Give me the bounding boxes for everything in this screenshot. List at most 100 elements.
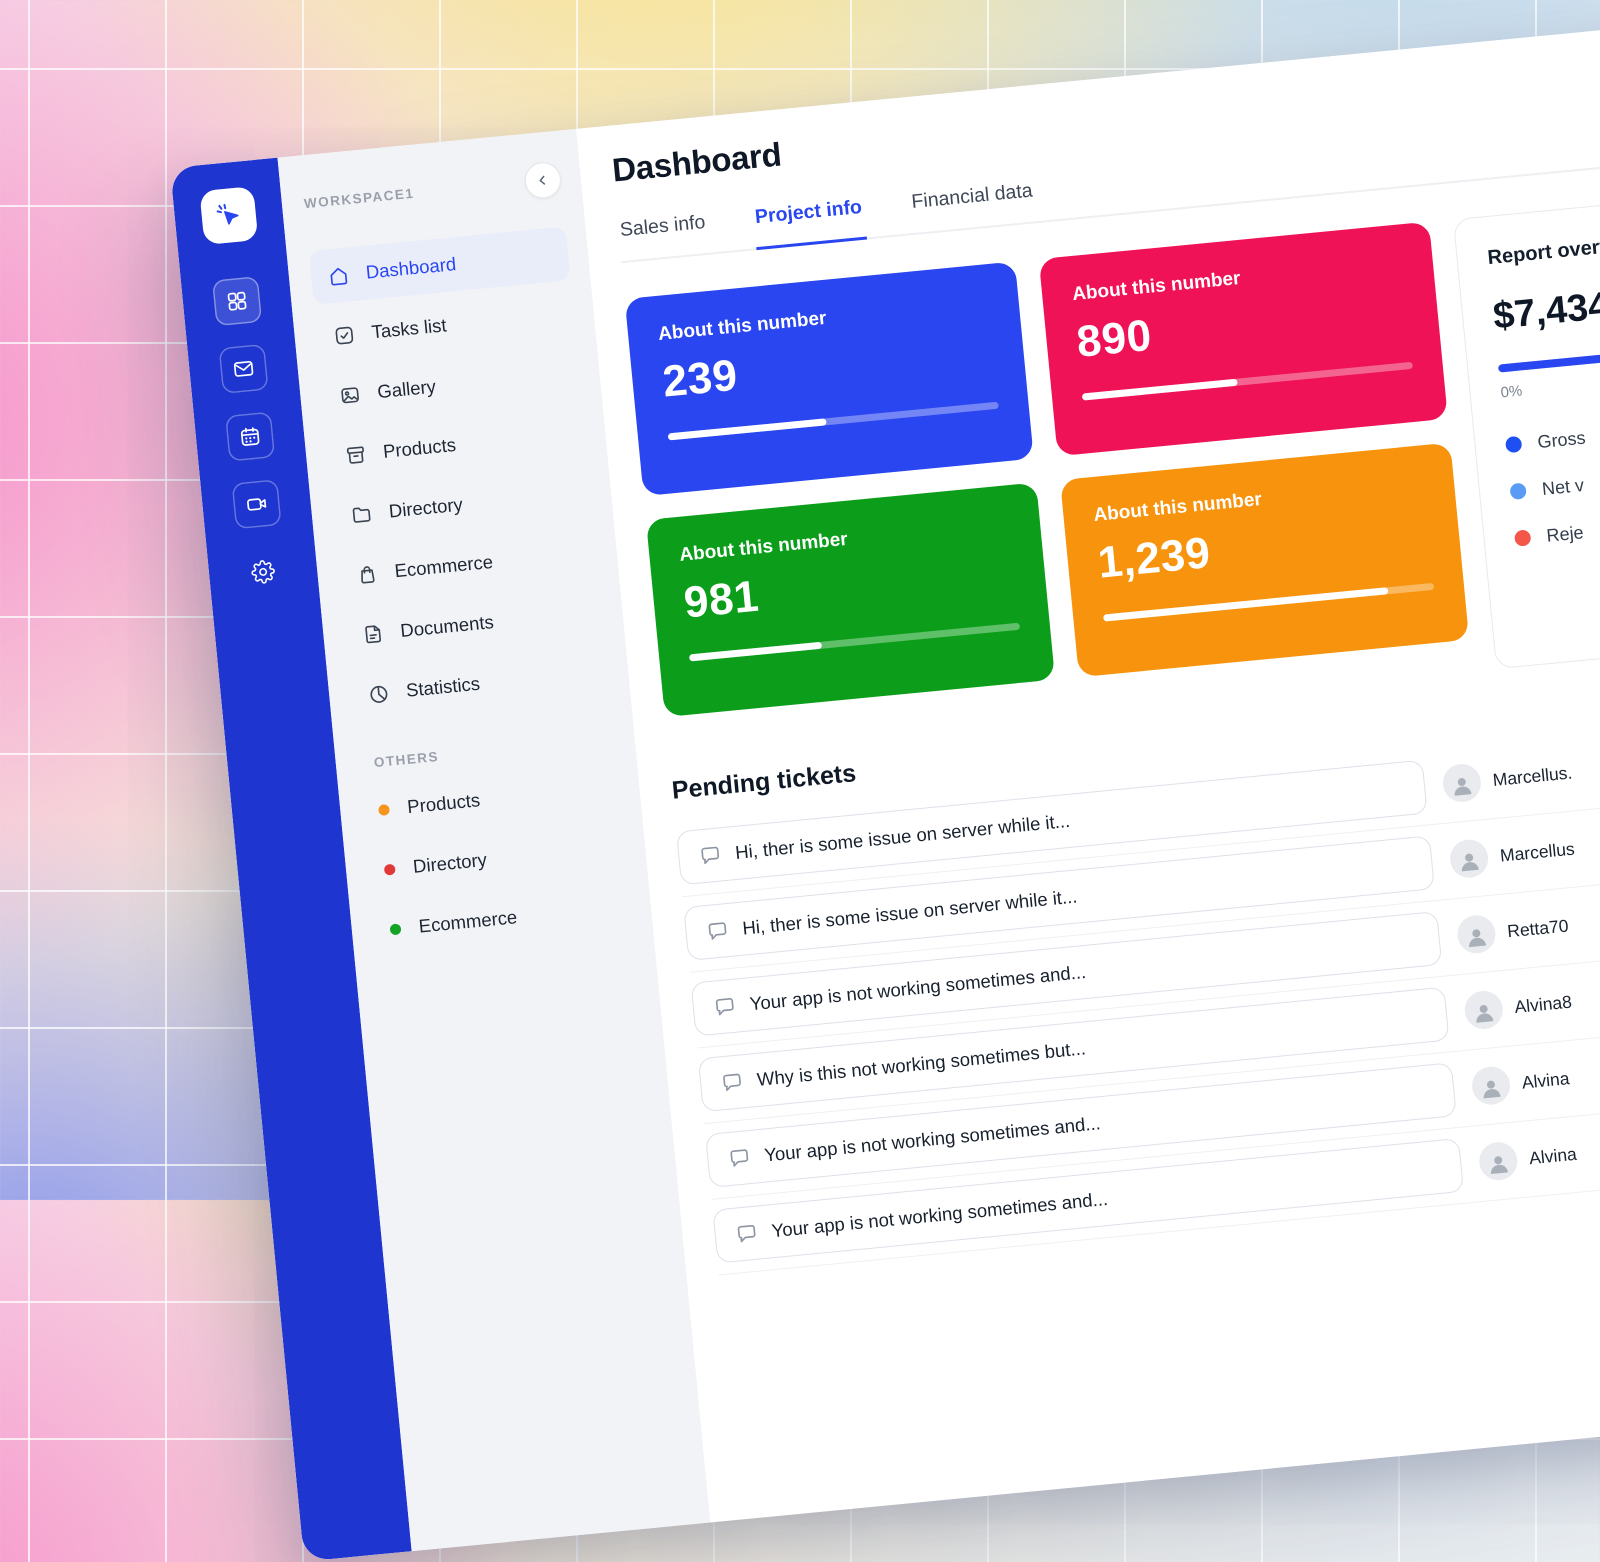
sidebar-item-label: Tasks list <box>370 314 448 343</box>
stat-card-red: About this number 890 <box>1038 221 1448 456</box>
video-camera-icon <box>247 498 267 511</box>
chat-bubble-icon <box>737 1224 756 1243</box>
rail-video-button[interactable] <box>232 479 282 529</box>
progress-fill <box>688 641 822 661</box>
ticket-username: Marcellus. <box>1491 761 1574 790</box>
calendar-icon <box>240 427 260 446</box>
sidebar-item-label: Ecommerce <box>417 906 519 937</box>
sidebar-item-documents[interactable]: Documents <box>343 585 605 663</box>
sidebar-menu: Dashboard Tasks list Gallery Products Di… <box>308 226 611 723</box>
tab-financial-data[interactable]: Financial data <box>909 179 1038 235</box>
products-box-icon <box>346 445 364 464</box>
workspace-label: WORKSPACE1 <box>303 185 415 211</box>
ticket-message-text: Why is this not working sometimes but... <box>756 1037 1087 1090</box>
document-icon <box>365 624 381 643</box>
ticket-username: Marcellus <box>1499 838 1576 866</box>
sidebar-item-ecommerce[interactable]: Ecommerce <box>337 525 599 603</box>
avatar <box>1477 1140 1520 1182</box>
progress-fill <box>1103 586 1388 622</box>
avatar <box>1448 837 1490 880</box>
chat-bubble-icon <box>708 922 727 940</box>
report-legend: Gross Net v Reje <box>1504 400 1600 550</box>
folder-icon <box>352 506 371 523</box>
sidebar-collapse-button[interactable] <box>523 160 563 200</box>
ticket-message[interactable]: Why is this not working sometimes but... <box>697 986 1450 1113</box>
sidebar-item-statistics[interactable]: Statistics <box>349 644 611 722</box>
chevron-left-icon <box>539 175 546 185</box>
avatar <box>1441 762 1483 804</box>
tab-project-info[interactable]: Project info <box>752 195 867 251</box>
ticket-message[interactable]: Hi, ther is some issue on server while i… <box>683 835 1435 961</box>
legend-dot <box>1509 482 1527 500</box>
pending-tickets-section: Pending tickets Hi, ther is some issue o… <box>671 665 1600 1276</box>
ticket-message-text: Your app is not working sometimes and... <box>770 1187 1109 1242</box>
stat-card-green: About this number 981 <box>645 481 1056 717</box>
sidebar: WORKSPACE1 Dashboard Tasks list Gallery <box>277 128 711 1552</box>
legend-label: Gross <box>1536 427 1587 452</box>
rail-apps-button[interactable] <box>211 276 263 327</box>
pie-chart-icon <box>370 685 388 703</box>
sidebar-item-label: Gallery <box>376 375 437 403</box>
tickets-list: Hi, ther is some issue on server while i… <box>674 709 1600 1276</box>
icon-rail <box>170 157 412 1562</box>
ticket-username: Retta70 <box>1506 915 1570 941</box>
home-icon <box>330 267 348 285</box>
ticket-row: Your app is not working sometimes and...… <box>704 1012 1600 1200</box>
sidebar-item-directory[interactable]: Directory <box>332 465 594 543</box>
ticket-message-text: Your app is not working sometimes and... <box>748 960 1087 1015</box>
main-content: Dashboard Sales info Project info Financ… <box>576 14 1600 1523</box>
red-bullet-dot <box>383 863 396 876</box>
others-menu: Products Directory Ecommerce <box>360 761 633 957</box>
avatar <box>1463 989 1505 1031</box>
settings-gear-icon <box>251 560 275 584</box>
sidebar-item-label: Directory <box>412 848 488 877</box>
sidebar-item-products[interactable]: Products <box>326 406 588 484</box>
ticket-user[interactable]: Alvina <box>1470 1059 1571 1107</box>
app-window: WORKSPACE1 Dashboard Tasks list Gallery <box>170 14 1600 1562</box>
ticket-row: Your app is not working sometimes and...… <box>689 861 1600 1049</box>
ticket-username: Alvina <box>1528 1143 1578 1168</box>
ticket-user[interactable]: Alvina8 <box>1463 983 1574 1031</box>
legend-dot <box>1504 435 1523 454</box>
rail-mail-button[interactable] <box>218 344 268 394</box>
person-icon <box>1476 1004 1494 1023</box>
sidebar-item-gallery[interactable]: Gallery <box>320 346 582 424</box>
tasks-icon <box>335 326 354 344</box>
progress-track <box>1103 582 1435 622</box>
rail-calendar-button[interactable] <box>225 411 275 461</box>
ticket-row: Hi, ther is some issue on server while i… <box>674 709 1600 897</box>
ticket-message[interactable]: Your app is not working sometimes and... <box>705 1062 1457 1188</box>
ticket-user[interactable]: Retta70 <box>1455 907 1570 956</box>
sidebar-item-label: Ecommerce <box>393 550 494 582</box>
ticket-user[interactable]: Alvina <box>1477 1135 1579 1182</box>
avatar <box>1470 1064 1512 1107</box>
progress-fill <box>667 417 827 440</box>
sidebar-item-label: Statistics <box>405 672 481 701</box>
sidebar-item-label: Directory <box>387 493 464 522</box>
sidebar-item-tasks-list[interactable]: Tasks list <box>314 286 576 364</box>
ticket-row: Why is this not working sometimes but...… <box>696 936 1600 1124</box>
app-logo[interactable] <box>199 186 259 246</box>
cursor-click-icon <box>216 203 239 225</box>
avatar <box>1455 913 1498 956</box>
ticket-message-text: Hi, ther is some issue on server while i… <box>741 885 1079 939</box>
legend-dot <box>1513 529 1532 547</box>
green-bullet-dot <box>389 922 402 935</box>
legend-item-gross: Gross <box>1504 400 1600 456</box>
tab-sales-info[interactable]: Sales info <box>617 211 710 263</box>
person-icon <box>1483 1080 1501 1099</box>
ticket-username: Alvina <box>1520 1067 1571 1093</box>
ticket-message[interactable]: Hi, ther is some issue on server while i… <box>675 759 1428 886</box>
sidebar-item-dashboard[interactable]: Dashboard <box>308 226 571 305</box>
ticket-row: Hi, ther is some issue on server while i… <box>682 785 1600 973</box>
progress-track <box>667 401 999 440</box>
report-amount: $7,434. <box>1491 283 1600 338</box>
person-icon <box>1491 1156 1508 1175</box>
ticket-user[interactable]: Marcellus. <box>1441 753 1574 804</box>
ticket-message[interactable]: Your app is not working sometimes and... <box>690 910 1443 1037</box>
ticket-user[interactable]: Marcellus <box>1448 830 1576 880</box>
chat-bubble-icon <box>701 846 720 865</box>
rail-settings-button[interactable] <box>238 547 288 597</box>
stat-card-blue: About this number 239 <box>624 260 1034 496</box>
ticket-message-text: Your app is not working sometimes and... <box>763 1112 1102 1166</box>
